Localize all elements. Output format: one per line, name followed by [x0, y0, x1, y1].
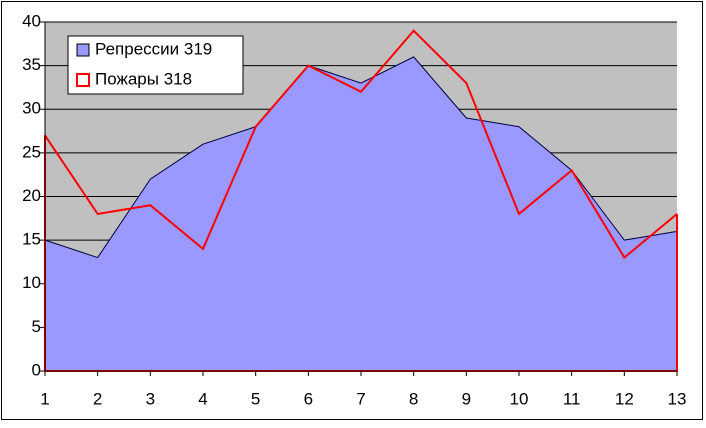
legend-label: Репрессии 319 — [95, 39, 212, 58]
y-tick-label: 0 — [32, 360, 41, 379]
y-tick-label: 25 — [22, 142, 41, 161]
y-tick-label: 10 — [22, 273, 41, 292]
x-tick-label: 11 — [563, 389, 581, 408]
legend-label: Пожары 318 — [95, 69, 192, 88]
legend-swatch — [76, 73, 90, 87]
y-tick-label: 15 — [22, 230, 41, 249]
x-tick-label: 9 — [462, 389, 471, 408]
legend-swatch — [76, 43, 90, 57]
y-tick-label: 5 — [32, 317, 41, 336]
y-tick-label: 40 — [22, 11, 41, 30]
y-tick-label: 20 — [22, 186, 41, 205]
y-tick-label: 30 — [22, 99, 41, 118]
x-tick-label: 12 — [615, 389, 634, 408]
x-tick-label: 2 — [93, 389, 102, 408]
legend-box — [67, 35, 244, 95]
area-edge — [44, 29, 678, 260]
x-tick-label: 1 — [40, 389, 49, 408]
x-tick-label: 7 — [356, 389, 365, 408]
x-tick-label: 10 — [510, 389, 529, 408]
area-fill — [45, 56, 677, 372]
x-tick-label: 3 — [146, 389, 155, 408]
x-tick-label: 4 — [198, 389, 207, 408]
x-tick-label: 8 — [409, 389, 418, 408]
x-tick-label: 6 — [304, 389, 313, 408]
y-tick-label: 35 — [22, 55, 41, 74]
x-tick-label: 13 — [668, 389, 687, 408]
x-tick-label: 5 — [251, 389, 260, 408]
